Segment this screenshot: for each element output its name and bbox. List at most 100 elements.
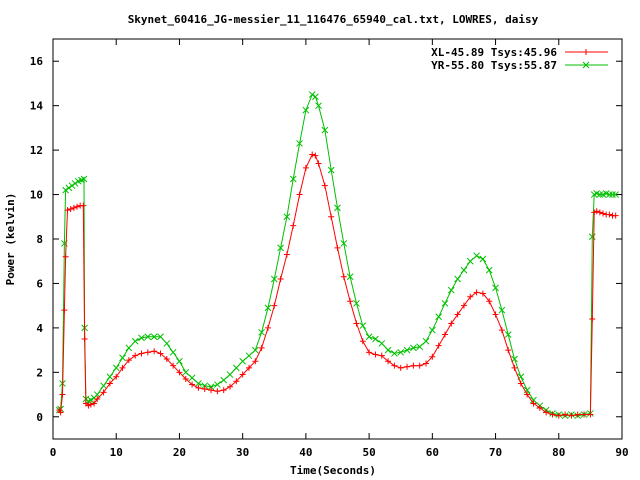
data-point xyxy=(422,337,430,345)
data-point xyxy=(340,240,348,247)
data-point xyxy=(157,350,164,357)
data-point xyxy=(312,93,319,101)
y-tick-label: 8 xyxy=(36,233,43,246)
data-point xyxy=(80,175,88,183)
data-point xyxy=(596,209,603,216)
data-point xyxy=(302,106,310,114)
data-point xyxy=(94,396,101,402)
data-point xyxy=(328,213,335,220)
data-point xyxy=(163,356,170,362)
data-point xyxy=(609,191,616,198)
data-point xyxy=(220,387,227,394)
data-point xyxy=(581,411,588,418)
data-point xyxy=(397,348,405,356)
series-line xyxy=(58,93,616,417)
data-point xyxy=(591,209,598,216)
data-point xyxy=(150,333,158,341)
data-point xyxy=(315,160,322,167)
data-point xyxy=(296,140,303,147)
data-point xyxy=(258,344,265,351)
data-point xyxy=(264,304,272,312)
data-point xyxy=(182,376,189,382)
legend-label: YR-55.80 Tsys:55.87 xyxy=(431,59,557,72)
data-point xyxy=(454,275,461,283)
data-point xyxy=(416,362,423,369)
data-point xyxy=(226,371,234,378)
data-point xyxy=(359,322,367,330)
data-point xyxy=(359,338,366,345)
data-point xyxy=(131,337,139,345)
data-point xyxy=(530,400,537,407)
data-point xyxy=(132,352,139,359)
data-point xyxy=(423,360,430,367)
data-point xyxy=(385,358,392,365)
x-tick-label: 0 xyxy=(50,446,57,459)
data-point xyxy=(473,289,480,296)
data-point xyxy=(163,340,171,347)
data-point xyxy=(151,348,158,355)
data-point xyxy=(239,357,247,365)
data-point xyxy=(447,286,455,294)
data-point xyxy=(327,166,335,174)
data-point xyxy=(201,382,209,390)
data-point xyxy=(391,350,398,357)
data-point xyxy=(85,402,92,409)
data-point xyxy=(435,342,442,349)
data-point xyxy=(170,362,177,369)
data-point xyxy=(258,328,265,336)
data-point xyxy=(144,333,152,341)
data-point xyxy=(106,373,114,381)
data-point xyxy=(606,191,613,198)
x-axis: 0 10 20 30 40 50 60 70 80 90 xyxy=(50,39,629,459)
data-point xyxy=(296,191,303,198)
data-point xyxy=(59,391,66,398)
data-point xyxy=(606,211,613,218)
data-point xyxy=(68,182,76,190)
data-point xyxy=(251,346,259,354)
legend-label: XL-45.89 Tsys:45.96 xyxy=(431,46,557,59)
data-point xyxy=(283,251,290,258)
y-tick-label: 6 xyxy=(36,277,43,290)
data-point xyxy=(555,412,562,419)
data-point xyxy=(62,186,69,194)
data-point xyxy=(441,331,448,338)
data-point xyxy=(441,300,449,307)
data-point xyxy=(182,368,190,376)
data-point xyxy=(65,184,73,192)
data-point xyxy=(574,411,581,418)
data-point xyxy=(498,327,505,334)
data-point xyxy=(70,204,77,211)
data-point xyxy=(397,364,404,371)
data-point xyxy=(277,276,284,282)
y-tick-label: 0 xyxy=(36,411,43,424)
data-point xyxy=(492,284,499,292)
data-point xyxy=(176,357,183,365)
data-point xyxy=(596,191,604,198)
data-point xyxy=(119,364,126,371)
data-point xyxy=(568,412,575,419)
y-tick-label: 12 xyxy=(30,144,43,157)
data-point xyxy=(87,396,95,404)
series-xl xyxy=(56,151,619,419)
data-point xyxy=(87,401,94,408)
data-point xyxy=(403,346,411,354)
data-point xyxy=(91,400,98,407)
data-point xyxy=(283,213,291,221)
data-point xyxy=(308,91,316,98)
data-point xyxy=(479,255,487,263)
data-point xyxy=(138,350,145,357)
data-point xyxy=(207,383,215,391)
data-point xyxy=(71,180,79,187)
y-tick-label: 10 xyxy=(30,189,43,202)
data-point xyxy=(195,380,202,387)
data-point xyxy=(504,331,512,338)
data-point xyxy=(176,369,183,376)
data-point xyxy=(67,206,74,212)
data-point xyxy=(188,374,196,382)
data-point xyxy=(467,293,474,300)
data-point xyxy=(479,290,486,297)
data-point xyxy=(277,244,284,252)
series-yr xyxy=(55,91,620,420)
